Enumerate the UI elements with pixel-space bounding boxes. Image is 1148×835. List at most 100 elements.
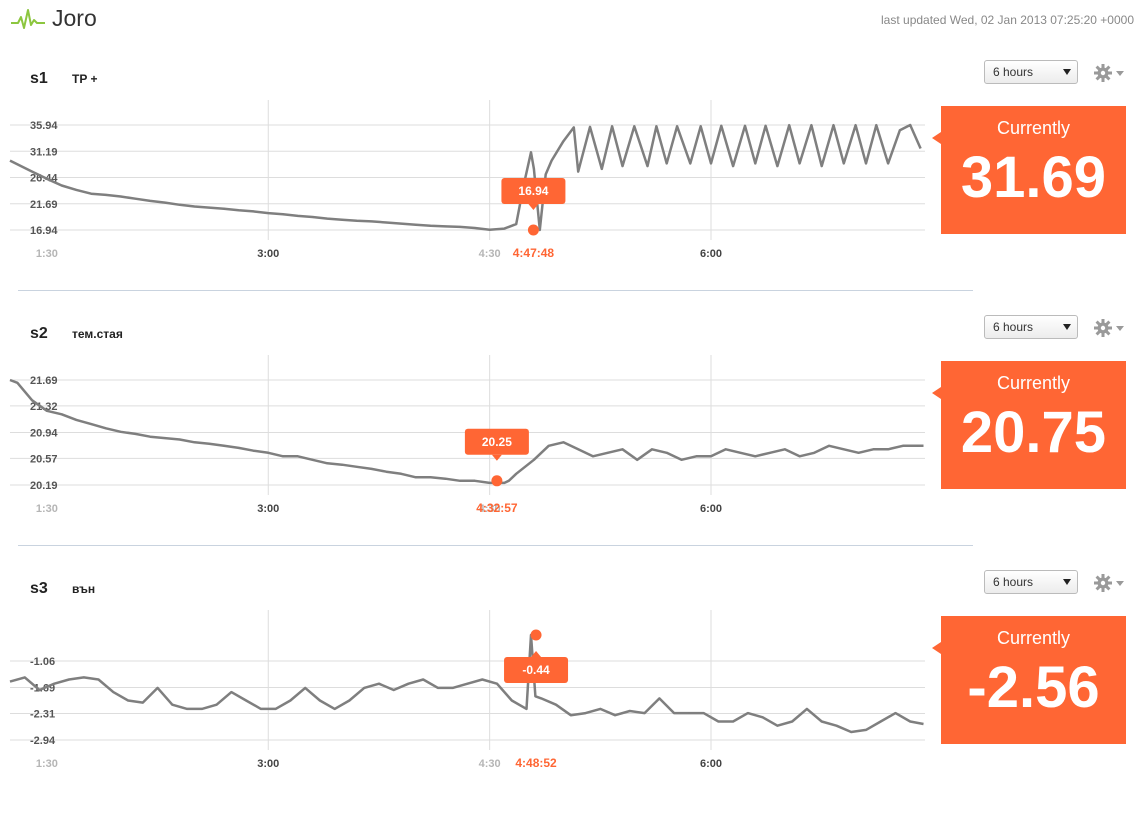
data-point [61, 413, 63, 415]
sensor-chart[interactable]: -1.06-1.69-2.31-2.941:30 3:00 4:30 6:00-0.4… [0, 610, 935, 785]
x-tick-label: 1:30 [36, 758, 58, 770]
time-range-select[interactable]: 6 hours [984, 570, 1078, 594]
triangle-down-icon [1063, 69, 1071, 75]
data-point [363, 687, 365, 689]
data-point [437, 687, 439, 689]
tooltip-bg [501, 178, 566, 204]
data-point [208, 443, 210, 445]
data-point [230, 691, 232, 693]
y-tick-label: 31.19 [30, 146, 58, 158]
sensor-panel-s3: s3 вън 6 hours -1.06 -1.69 -2.31 -2.94 1:30 3… [0, 570, 1148, 835]
data-point [326, 462, 328, 464]
hover-tooltip: -0.44 [504, 651, 569, 683]
data-point [909, 721, 911, 723]
data-point [833, 124, 835, 126]
x-tick-label: 3:00 [257, 503, 279, 515]
data-point [171, 704, 173, 706]
data-point [245, 700, 247, 702]
data-point [828, 445, 830, 447]
y-tick-label: 20.57 [30, 453, 58, 465]
data-point [570, 714, 572, 716]
series-line [9, 633, 924, 734]
gear-icon[interactable] [1093, 317, 1125, 339]
data-point [422, 679, 424, 681]
data-point [539, 229, 541, 231]
y-tick-label: 21.69 [30, 199, 58, 211]
data-point [9, 160, 11, 162]
data-point [444, 478, 446, 480]
tooltip-pointer [491, 454, 502, 461]
data-point [592, 455, 594, 457]
data-point [105, 427, 107, 429]
data-point [164, 202, 166, 204]
data-point [788, 124, 790, 126]
data-point [400, 223, 402, 225]
time-range-select[interactable]: 6 hours [984, 315, 1078, 339]
data-point [551, 160, 553, 162]
data-point [732, 721, 734, 723]
data-point [858, 452, 860, 454]
data-point [452, 687, 454, 689]
data-point [371, 220, 373, 222]
triangle-down-icon [1063, 324, 1071, 330]
y-tick-label: 20.19 [30, 480, 58, 492]
hover-tooltip: 16.94 [501, 178, 566, 210]
data-point [784, 448, 786, 450]
data-point [467, 683, 469, 685]
current-reading-box: Currently 31.69 [932, 106, 1126, 234]
tooltip-bg [464, 428, 529, 455]
data-point [496, 683, 498, 685]
data-point [9, 379, 11, 381]
data-point [647, 165, 649, 167]
data-point [164, 437, 166, 439]
data-point [186, 708, 188, 710]
gear-icon[interactable] [1093, 572, 1125, 594]
data-point [577, 171, 579, 173]
triangle-down-icon [1063, 579, 1071, 585]
data-point [201, 708, 203, 710]
data-point [297, 455, 299, 457]
data-point [142, 702, 144, 704]
gear-icon[interactable] [1093, 62, 1125, 84]
time-range-value: 6 hours [993, 575, 1034, 589]
sensor-label: тем.стая [72, 327, 123, 341]
data-point [474, 227, 476, 229]
data-point [680, 459, 682, 461]
data-point [393, 689, 395, 691]
data-point [710, 455, 712, 457]
data-point [754, 162, 756, 164]
time-range-select[interactable]: 6 hours [984, 60, 1078, 84]
x-tick-label: 1:30 [36, 503, 58, 515]
data-point [533, 459, 535, 461]
data-point [872, 448, 874, 450]
data-point [503, 228, 505, 230]
data-point [385, 221, 387, 223]
data-point [799, 455, 801, 457]
current-reading-box: Currently 20.75 [932, 361, 1126, 489]
data-point [776, 165, 778, 167]
panel-separator [18, 290, 973, 291]
x-tick-label: 4:30 [479, 248, 501, 260]
data-point [917, 445, 919, 447]
data-point [127, 700, 129, 702]
data-point [611, 125, 613, 127]
data-point [776, 725, 778, 727]
hover-marker [491, 475, 503, 487]
data-point [806, 708, 808, 710]
data-point [489, 482, 491, 484]
data-point [530, 151, 532, 153]
data-point [695, 455, 697, 457]
hover-tooltip: 20.25 [464, 428, 529, 461]
data-point [614, 714, 616, 716]
data-point [555, 704, 557, 706]
data-point [865, 729, 867, 731]
data-point [526, 708, 528, 710]
data-point [621, 448, 623, 450]
data-point [348, 700, 350, 702]
sensor-panel-s1: s1 TP + 6 hours 35.94 31.19 26.44 21.69 16.9… [0, 60, 1148, 325]
data-point [835, 725, 837, 727]
box-pointer [932, 642, 941, 654]
pulse-line-icon [11, 9, 45, 29]
